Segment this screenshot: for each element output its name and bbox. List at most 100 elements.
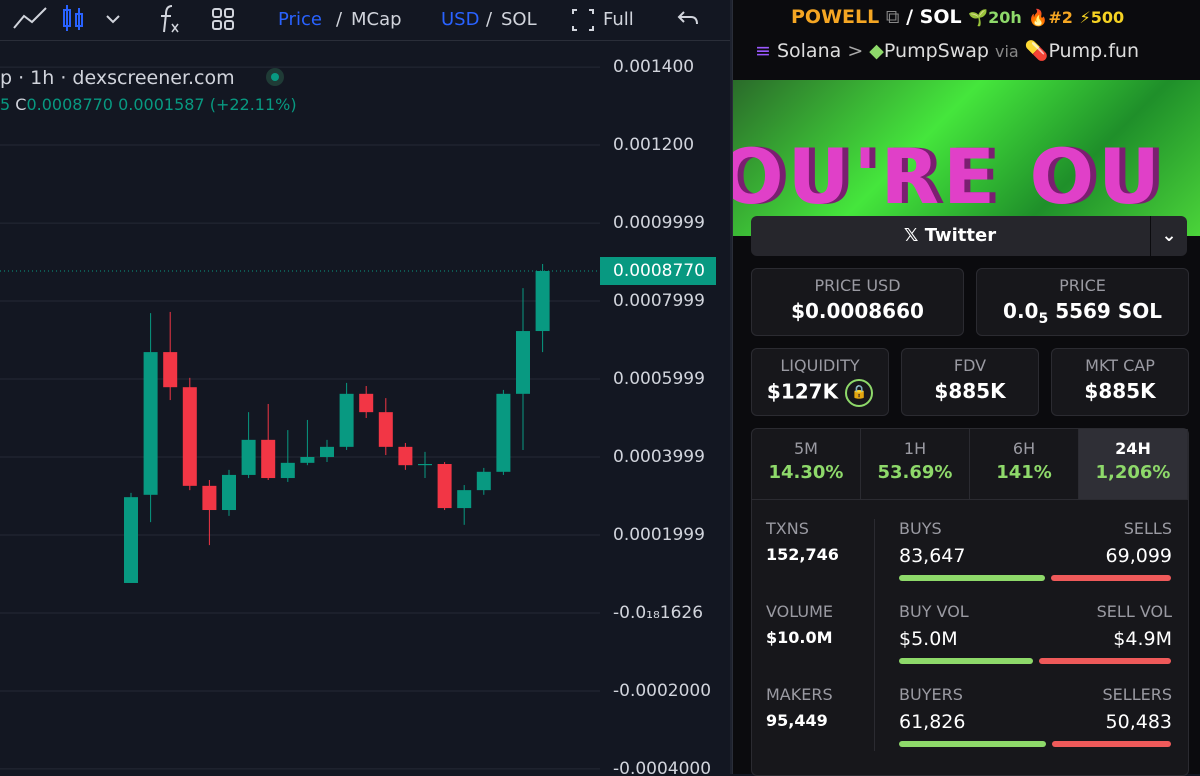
rank-text: #2 xyxy=(1048,8,1073,27)
sell-label: SELLS xyxy=(1123,519,1172,538)
buy-label: BUYS xyxy=(899,519,942,538)
buy-value: 61,826 xyxy=(899,711,966,733)
copy-icon[interactable]: ⧉ xyxy=(885,6,900,28)
divider xyxy=(874,519,875,751)
card-label: PRICE xyxy=(1059,276,1106,295)
mcap-toggle[interactable]: MCap xyxy=(351,9,402,30)
full-button[interactable]: Full xyxy=(603,9,634,30)
dropdown[interactable]: ⌄ xyxy=(1150,216,1187,256)
last-price-tag xyxy=(600,256,716,285)
rank: 🔥#2 xyxy=(1028,8,1073,27)
dropdown-icon[interactable] xyxy=(104,0,124,40)
toolbar: Price / MCap USD / SOL Full xyxy=(0,0,730,41)
candle-body xyxy=(163,352,178,388)
y-tick-label: 0.001200 xyxy=(613,135,694,155)
stat-card: MKT CAP $885K xyxy=(1051,348,1189,416)
buy-bar xyxy=(899,741,1046,747)
timeframe-tab[interactable]: 5M 14.30% xyxy=(752,429,861,500)
banner-text: OU'RE OU xyxy=(733,132,1164,221)
candle-body xyxy=(261,439,276,479)
price-zeros: 5 xyxy=(1038,311,1049,327)
row-value: $10.0M xyxy=(766,628,833,647)
price-card: PRICE 0.05 5569 SOL xyxy=(976,268,1189,336)
sell-value: $4.9M xyxy=(1113,628,1172,650)
ohlc-legend: 5 C0.0008770 0.0001587 (+22.11%) xyxy=(0,95,297,114)
stat-card: FDV $885K xyxy=(901,348,1039,416)
candle-body xyxy=(280,462,295,479)
row-value: 95,449 xyxy=(766,711,828,730)
twitter-button[interactable]: 𝕏 Twitter ⌄ xyxy=(751,216,1187,256)
via: via xyxy=(995,42,1019,61)
tab-value: 14.30% xyxy=(768,462,844,483)
launchpad[interactable]: Pump.fun xyxy=(1048,40,1139,62)
stat-card: LIQUIDITY $127K 🔒 xyxy=(751,348,889,416)
candle-body xyxy=(339,393,354,447)
candle-body xyxy=(320,446,334,457)
candle-body xyxy=(182,387,197,486)
tab-label: 5M xyxy=(794,439,818,458)
separator: / xyxy=(906,6,914,28)
card-value: $885K xyxy=(934,379,1006,403)
token-name: POWELL xyxy=(791,6,880,28)
candle-body xyxy=(437,464,452,509)
candle-body xyxy=(241,439,256,475)
tab-label: 6H xyxy=(1012,439,1036,458)
y-tick-label: -0.0004000 xyxy=(613,759,711,774)
tab-value: 1,206% xyxy=(1095,462,1171,483)
candle-icon[interactable] xyxy=(60,0,90,40)
candle-body xyxy=(202,485,217,511)
card-label: FDV xyxy=(953,356,987,375)
indicator-icon[interactable] xyxy=(156,0,186,40)
undo-icon[interactable] xyxy=(676,0,700,40)
sell-label: SELL VOL xyxy=(1096,602,1172,621)
sell-bar xyxy=(1039,658,1171,664)
last-price-label: 0.0008770 xyxy=(613,261,705,281)
buy-bar xyxy=(899,575,1045,581)
ohlc-part: (+22.11%) xyxy=(209,95,297,114)
tab-label: 1H xyxy=(903,439,927,458)
candle-body xyxy=(222,474,236,511)
row-label: MAKERS xyxy=(766,685,833,704)
timeframe-tab[interactable]: 1H 53.69% xyxy=(861,429,970,500)
line-icon[interactable] xyxy=(12,0,72,40)
dex-icon: ◆ xyxy=(869,40,884,62)
sol-toggle[interactable]: SOL xyxy=(501,9,537,30)
candle-body xyxy=(124,497,138,583)
card-value: $885K xyxy=(1084,379,1156,403)
timeframe-tab[interactable]: 6H 141% xyxy=(970,429,1079,500)
chain-icon: ≡ xyxy=(755,40,771,62)
candle-body xyxy=(496,393,511,472)
candle-body xyxy=(378,412,393,447)
buy-label: BUYERS xyxy=(899,685,963,704)
price-toggle[interactable]: Price xyxy=(278,9,322,30)
candle-body xyxy=(516,331,530,394)
y-tick-label: 0.0003999 xyxy=(613,447,705,467)
row-value: 152,746 xyxy=(766,545,839,564)
x-icon: 𝕏 xyxy=(903,225,919,246)
candle-body xyxy=(143,352,158,495)
txn-card: 5M 14.30% 1H 53.69% 6H 141% 24H 1,206% TXNS 152,7… xyxy=(751,428,1189,776)
price-rest: 5569 SOL xyxy=(1055,299,1162,323)
dex[interactable]: PumpSwap xyxy=(883,40,989,62)
ohlc-part: 0.0008770 xyxy=(26,95,113,114)
legend-title: p · 1h · dexscreener.com xyxy=(0,67,235,89)
candle-body xyxy=(398,446,413,466)
fullscreen-icon[interactable] xyxy=(571,0,595,40)
sell-bar xyxy=(1050,575,1171,581)
card-label: MKT CAP xyxy=(1085,356,1155,375)
card-label: LIQUIDITY xyxy=(780,356,860,375)
age: 🌱20h xyxy=(968,8,1022,27)
layout-icon[interactable] xyxy=(210,0,240,40)
live-dot xyxy=(265,68,284,86)
chart-legend: p · 1h · dexscreener.com xyxy=(0,64,284,89)
y-tick-label: 0.0001999 xyxy=(613,525,705,545)
candle-body xyxy=(300,456,315,463)
timeframe-tab[interactable]: 24H 1,206% xyxy=(1079,429,1188,500)
lock-icon: 🔒 xyxy=(845,379,874,407)
candle-body xyxy=(418,464,432,466)
usd-toggle[interactable]: USD xyxy=(441,9,480,30)
separator: > xyxy=(847,40,864,62)
chain[interactable]: Solana xyxy=(776,40,842,62)
ohlc-part: 0.0001587 xyxy=(118,95,205,114)
card-value: $0.0008660 xyxy=(791,299,924,323)
